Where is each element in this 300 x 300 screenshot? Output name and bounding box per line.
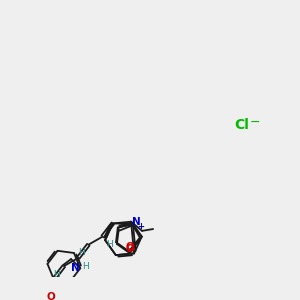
Text: H: H: [106, 240, 113, 249]
Text: H: H: [82, 262, 88, 271]
Text: O: O: [125, 244, 134, 254]
Text: O: O: [125, 242, 134, 252]
Text: Cl: Cl: [235, 118, 249, 132]
Text: H: H: [78, 248, 85, 257]
Text: N: N: [70, 263, 79, 273]
Text: N: N: [132, 217, 141, 227]
Text: H: H: [53, 270, 60, 279]
Text: +: +: [137, 222, 145, 231]
Text: −: −: [249, 116, 260, 129]
Text: O: O: [47, 292, 56, 300]
